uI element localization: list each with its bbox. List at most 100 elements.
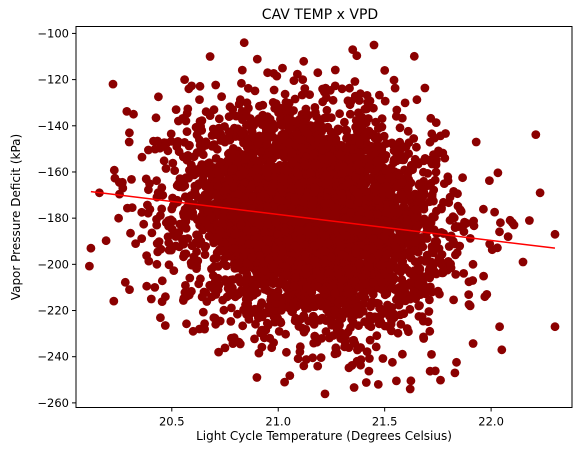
scatter-point [310,331,320,341]
scatter-point [340,117,349,127]
scatter-point [217,213,227,223]
scatter-point [330,65,340,75]
scatter-point [479,271,488,281]
scatter-point [415,189,424,199]
scatter-point [485,176,494,186]
scatter-point [428,245,437,255]
scatter-point [420,83,430,93]
scatter-point [287,183,297,193]
scatter-point [430,175,440,185]
scatter-point [366,254,376,264]
scatter-point [330,306,339,315]
scatter-point [198,307,208,317]
scatter-point [182,109,192,118]
scatter-point [293,354,303,364]
scatter-point [468,276,478,285]
scatter-point [278,214,288,224]
scatter-point [233,309,242,319]
scatter-point [399,196,409,206]
scatter-point [300,240,309,250]
scatter-point [217,92,227,101]
scatter-point [228,105,238,114]
scatter-point [192,247,202,257]
scatter-point [362,347,372,356]
scatter-point [156,211,165,220]
scatter-point [424,307,434,316]
scatter-point [200,250,210,259]
scatter-point [404,149,413,159]
scatter-point [383,249,393,259]
scatter-point [375,90,384,100]
scatter-point [153,136,162,146]
scatter-point [316,353,326,362]
scatter-point [242,226,252,235]
scatter-point [405,278,415,287]
scatter-point [152,176,162,186]
scatter-point [262,202,272,212]
scatter-point [412,95,422,105]
scatter-point [364,174,373,183]
scatter-point [247,253,257,262]
scatter-point [320,389,330,399]
scatter-point [365,222,375,231]
scatter-point [236,286,246,295]
scatter-point [239,206,249,216]
scatter-point [414,301,424,311]
scatter-point [273,230,283,240]
scatter-point [352,188,361,198]
scatter-point [234,189,243,199]
scatter-point [234,273,243,282]
scatter-point [109,165,119,175]
scatter-point [166,129,176,139]
scatter-point [280,226,290,236]
scatter-point [389,75,399,85]
scatter-point [406,253,416,263]
scatter-point [266,157,275,166]
scatter-point [427,190,437,200]
scatter-point [212,276,222,285]
scatter-point [241,154,250,164]
scatter-point [468,259,478,269]
scatter-point [388,357,397,367]
scatter-point [86,243,96,253]
scatter-point [392,376,401,386]
scatter-point [220,343,230,353]
scatter-point [205,280,215,290]
scatter-point [237,65,247,75]
scatter-point [335,150,345,160]
scatter-point [281,262,291,272]
scatter-point [372,182,382,192]
scatter-point [380,290,390,300]
scatter-point [218,295,228,305]
scatter-point [164,245,174,255]
scatter-point [364,320,374,330]
scatter-point [224,127,234,137]
scatter-point [249,226,259,236]
scatter-point [224,112,234,121]
scatter-point [372,331,382,341]
scatter-point [425,137,435,147]
scatter-point [321,179,330,189]
scatter-point [212,189,222,199]
scatter-point [300,160,310,170]
scatter-point [182,127,192,136]
scatter-point [271,218,281,227]
scatter-point [306,135,315,145]
scatter-point [349,335,359,345]
scatter-point [143,200,152,210]
scatter-point [313,68,323,78]
scatter-point [248,130,257,140]
scatter-point [393,208,403,217]
scatter-point [242,258,251,268]
scatter-point [237,78,246,88]
scatter-point [395,137,405,147]
scatter-point [277,164,286,174]
scatter-point [395,226,404,236]
scatter-point [228,164,238,173]
scatter-point [168,158,178,168]
scatter-point [380,96,390,106]
scatter-point [263,219,273,229]
scatter-point [302,282,311,292]
scatter-point [361,378,371,387]
scatter-point [377,114,387,123]
